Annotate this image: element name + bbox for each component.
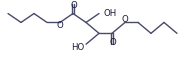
Text: O: O [57, 21, 63, 30]
Text: O: O [71, 1, 77, 10]
Text: HO: HO [71, 43, 84, 52]
Text: OH: OH [104, 9, 117, 18]
Text: O: O [110, 38, 116, 47]
Text: O: O [122, 15, 128, 24]
